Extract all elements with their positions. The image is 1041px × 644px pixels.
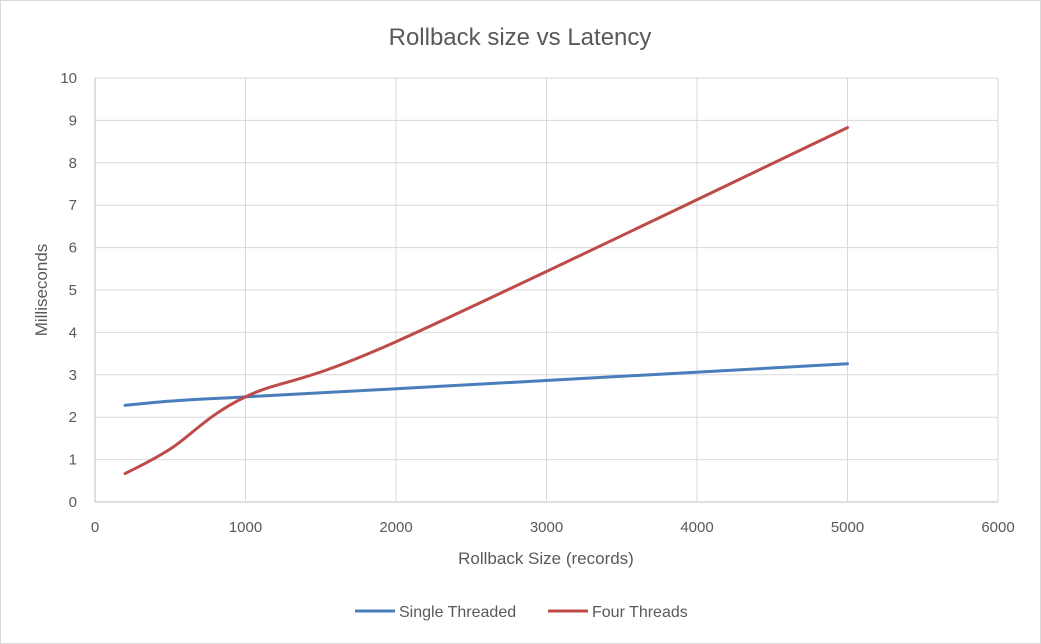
gridlines bbox=[94, 77, 999, 503]
y-tick-label: 8 bbox=[69, 155, 77, 172]
legend: Single Threaded Four Threads bbox=[355, 604, 688, 621]
chart-title: Rollback size vs Latency bbox=[389, 24, 652, 51]
y-tick-label: 4 bbox=[69, 324, 77, 341]
y-tick-label: 6 bbox=[69, 240, 77, 257]
legend-label: Four Threads bbox=[592, 604, 688, 621]
y-tick-label: 7 bbox=[69, 197, 77, 214]
legend-label: Single Threaded bbox=[399, 604, 516, 621]
tick-labels: 0 1 2 3 4 5 6 7 8 9 10 0 1000 2000 3000 4000 5000 6000 bbox=[60, 70, 1014, 536]
series-lines bbox=[123, 126, 849, 476]
y-tick-label: 1 bbox=[69, 452, 77, 469]
y-tick-label: 9 bbox=[69, 112, 77, 129]
series-line-single-threaded bbox=[123, 362, 849, 407]
y-tick-label: 5 bbox=[69, 282, 77, 299]
x-tick-label: 0 bbox=[91, 519, 99, 536]
y-tick-label: 10 bbox=[60, 70, 77, 87]
x-tick-label: 2000 bbox=[379, 519, 412, 536]
x-tick-label: 6000 bbox=[981, 519, 1014, 536]
y-tick-label: 0 bbox=[69, 494, 77, 511]
y-tick-label: 2 bbox=[69, 409, 77, 426]
x-tick-label: 5000 bbox=[831, 519, 864, 536]
y-tick-label: 3 bbox=[69, 367, 77, 384]
x-tick-label: 4000 bbox=[680, 519, 713, 536]
x-tick-label: 1000 bbox=[229, 519, 262, 536]
x-axis-title: Rollback Size (records) bbox=[458, 549, 634, 568]
x-tick-label: 3000 bbox=[530, 519, 563, 536]
y-axis-title: Milliseconds bbox=[32, 244, 51, 337]
series-line-four-threads bbox=[123, 126, 849, 476]
